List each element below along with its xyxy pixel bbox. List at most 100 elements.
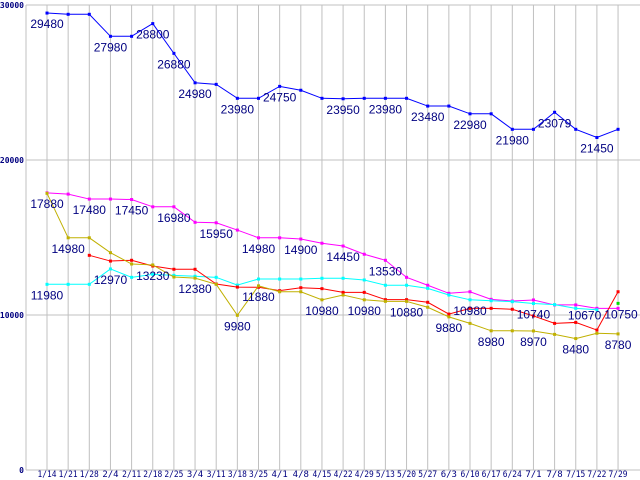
data-point-blue: [574, 127, 578, 131]
data-point-cyan: [193, 274, 197, 278]
data-point-red: [362, 290, 366, 294]
x-tick-label: 4/22: [334, 470, 353, 480]
data-point-magenta: [616, 306, 620, 310]
data-labels: 29480 27980 28800 26880 24980 23980 24750 23950…: [30, 17, 638, 356]
data-point-yellow: [278, 290, 282, 294]
data-point-red: [299, 286, 303, 290]
data-point-magenta: [447, 291, 451, 295]
data-point-yellow: [426, 305, 430, 309]
data-point-cyan: [172, 273, 176, 277]
data-point-magenta: [362, 252, 366, 256]
data-label: 10750: [604, 307, 638, 321]
x-tick-label: 2/25: [164, 470, 183, 480]
x-tick-label: 5/13: [376, 470, 395, 480]
data-label: 10880: [390, 305, 424, 319]
data-label: 14980: [51, 242, 85, 256]
data-label: 9980: [224, 319, 251, 333]
data-point-magenta: [130, 198, 134, 202]
data-point-blue: [553, 110, 557, 114]
data-point-magenta: [257, 236, 260, 240]
data-label: 10670: [568, 309, 602, 323]
data-point-cyan: [45, 282, 49, 286]
data-point-yellow: [510, 329, 514, 333]
data-point-yellow: [531, 329, 535, 333]
data-label: 23980: [221, 102, 255, 116]
data-label: 13230: [136, 269, 170, 283]
data-point-blue: [616, 127, 620, 131]
x-tick-label: 6/3: [441, 470, 457, 480]
data-point-red: [320, 287, 324, 291]
data-point-red: [595, 328, 599, 332]
series-green: [616, 301, 620, 305]
data-point-red: [553, 321, 557, 325]
data-label: 12380: [178, 282, 212, 296]
data-point-cyan: [510, 300, 514, 304]
series-cyan: [45, 267, 599, 312]
data-point-magenta: [151, 205, 155, 209]
data-label: 10980: [453, 304, 487, 318]
data-point-red: [468, 306, 472, 310]
data-point-cyan: [151, 272, 155, 276]
series-blue: [45, 11, 620, 140]
data-label: 23079: [538, 116, 572, 130]
series-red: [87, 253, 620, 332]
data-point-red: [510, 307, 514, 311]
data-point-red: [447, 312, 451, 316]
data-point-yellow: [172, 275, 176, 279]
data-point-red: [235, 285, 239, 289]
data-point-blue: [278, 84, 282, 88]
data-label: 8970: [520, 335, 547, 349]
data-point-magenta: [214, 221, 218, 225]
data-point-cyan: [553, 303, 557, 307]
data-point-red: [193, 267, 197, 271]
data-point-magenta: [426, 283, 430, 287]
data-point-blue: [405, 96, 409, 100]
x-tick-label: 4/29: [355, 470, 374, 480]
data-point-red: [574, 320, 578, 324]
data-point-blue: [257, 96, 260, 100]
series-line-magenta: [46, 192, 619, 309]
data-point-magenta: [531, 298, 535, 302]
data-label: 29480: [30, 17, 64, 31]
data-point-yellow: [553, 332, 557, 336]
data-label: 17880: [30, 197, 64, 211]
series-line-red: [89, 254, 619, 331]
data-point-red: [341, 290, 345, 294]
data-label: 8780: [605, 338, 632, 352]
data-point-cyan: [447, 293, 451, 297]
data-point-yellow: [130, 262, 134, 266]
data-label: 16980: [157, 211, 191, 225]
data-point-blue: [214, 82, 218, 86]
data-label: 11980: [31, 288, 64, 302]
data-point-yellow: [595, 331, 599, 335]
data-point-magenta: [108, 197, 112, 201]
data-point-blue: [383, 96, 387, 100]
data-point-cyan: [595, 308, 599, 312]
data-point-cyan: [66, 282, 70, 286]
data-point-cyan: [341, 276, 345, 280]
data-point-magenta: [235, 228, 239, 232]
data-point-cyan: [108, 267, 112, 271]
data-point-magenta: [193, 220, 197, 224]
data-point-cyan: [87, 282, 91, 286]
data-point-magenta: [66, 192, 70, 196]
data-point-magenta: [278, 236, 282, 240]
data-point-cyan: [531, 302, 535, 306]
data-point-blue: [66, 12, 70, 16]
data-label: 12970: [94, 273, 128, 287]
data-point-yellow: [468, 321, 472, 325]
data-point-yellow: [383, 299, 387, 303]
data-point-magenta: [574, 303, 578, 307]
data-point-yellow: [108, 251, 112, 255]
data-label: 13530: [369, 264, 403, 278]
data-label: 26880: [157, 57, 191, 71]
data-point-red: [87, 253, 91, 257]
data-point-red: [489, 306, 493, 310]
x-tick-label: 7/1: [525, 470, 541, 480]
x-tick-label: 4/15: [312, 470, 331, 480]
data-label: 21450: [580, 142, 614, 156]
x-tick-label: 3/18: [228, 470, 247, 480]
data-point-blue: [193, 81, 197, 85]
data-point-yellow: [257, 284, 260, 288]
x-tick-label: 3/25: [249, 470, 268, 480]
